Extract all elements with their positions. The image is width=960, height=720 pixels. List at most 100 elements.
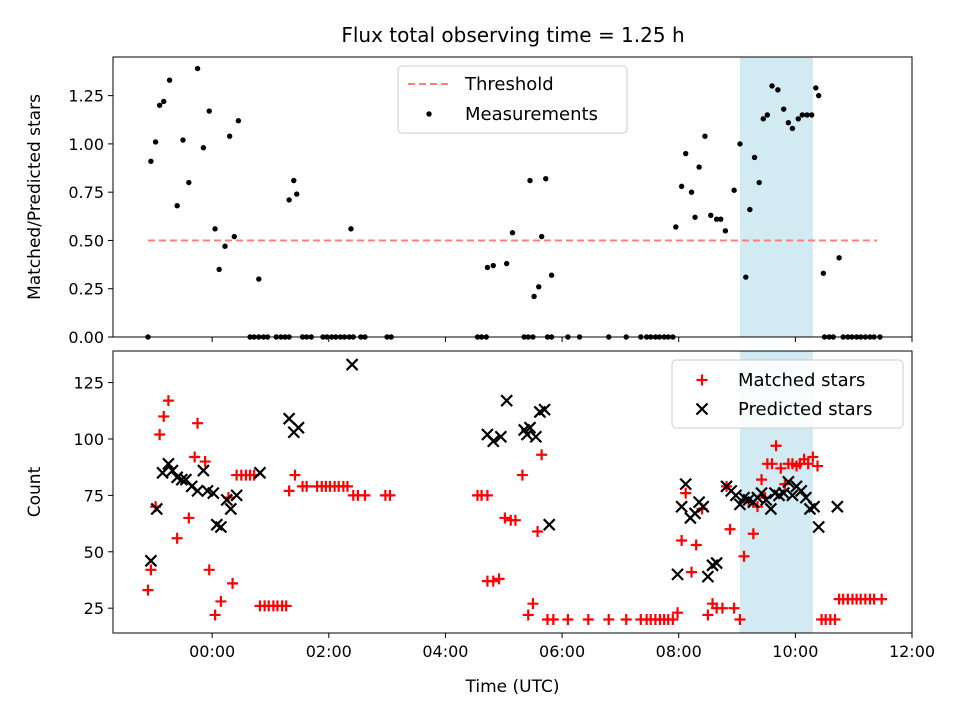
data-point-matched (738, 550, 750, 562)
data-point-matched (802, 458, 814, 470)
data-point-predicted (253, 466, 267, 480)
data-point-matched (192, 417, 204, 429)
data-point-measurement (747, 206, 753, 213)
data-point-predicted (733, 498, 747, 511)
data-point-measurement (696, 164, 702, 170)
data-point-measurement (166, 77, 173, 83)
data-point-predicted (500, 394, 513, 407)
data-point-matched (283, 485, 295, 497)
data-point-predicted (759, 493, 773, 507)
data-point-predicted (701, 570, 715, 583)
data-point-matched (676, 535, 688, 547)
data-point-matched (199, 456, 211, 468)
legend-box (671, 359, 904, 429)
legend-threshold-label: Threshold (464, 74, 554, 95)
data-point-predicted (812, 520, 825, 534)
data-point-measurement (820, 270, 827, 276)
data-point-predicted (520, 428, 534, 441)
legend-box (397, 65, 628, 134)
data-point-matched (203, 564, 215, 576)
data-point-predicted (220, 493, 234, 507)
y-tick-label: 0.25 (68, 280, 104, 299)
data-point-predicted (538, 403, 551, 416)
data-point-measurement (673, 224, 679, 230)
data-point-measurement (737, 141, 743, 147)
y-tick-label: 75 (84, 486, 104, 505)
data-point-matched (145, 564, 157, 576)
data-point-predicted (786, 489, 799, 502)
data-point-matched (154, 428, 166, 440)
data-point-matched (680, 487, 692, 499)
series-predicted-stars (144, 358, 844, 583)
y-tick-label: 50 (84, 543, 104, 562)
data-point-matched (690, 539, 702, 551)
data-point-matched (384, 489, 396, 501)
x-axis-label: Time (UTC) (465, 677, 560, 697)
data-point-measurement (692, 214, 698, 220)
data-point-measurement (813, 85, 819, 91)
data-point-measurement (490, 262, 496, 269)
data-point-predicted (764, 502, 778, 516)
data-point-predicted (156, 466, 169, 480)
data-point-matched (728, 602, 740, 614)
plot-frame (112, 56, 913, 338)
data-point-matched (562, 613, 574, 625)
data-point-matched (171, 532, 183, 544)
data-point-measurement (785, 119, 792, 126)
data-point-measurement (286, 197, 292, 203)
data-point-measurement (799, 112, 806, 118)
legend-predicted-label: Predicted stars (738, 399, 872, 420)
data-point-measurement (152, 139, 159, 145)
data-point-matched (289, 469, 301, 481)
data-point-measurement (536, 284, 542, 290)
data-point-matched (280, 600, 292, 612)
data-point-matched (829, 613, 841, 625)
data-point-measurement (226, 133, 233, 139)
data-point-predicted (486, 434, 500, 448)
data-point-matched (162, 395, 174, 407)
data-point-matched (215, 595, 227, 607)
data-point-predicted (150, 502, 164, 516)
legend-predicted-swatch (695, 402, 709, 416)
bottom-panel: 25 50 75 100 125 00:00 02:00 04:00 06:00 08:00 10:… (25, 350, 935, 697)
data-point-predicted (230, 489, 243, 502)
data-point-matched (209, 609, 221, 621)
data-point-measurement (256, 276, 262, 282)
data-point-measurement (538, 233, 545, 240)
data-point-predicted (671, 568, 684, 581)
highlight-span (739, 57, 813, 337)
data-point-measurement (808, 112, 815, 118)
y-axis-label: Matched/Predicted stars (25, 94, 45, 300)
data-point-matched (301, 480, 313, 492)
data-point-measurement (760, 116, 766, 122)
data-point-matched (686, 566, 698, 578)
data-point-measurement (543, 175, 549, 182)
data-point-predicted (777, 486, 790, 500)
data-point-measurement (702, 133, 708, 139)
data-point-measurement (527, 177, 533, 184)
data-point-matched (359, 489, 371, 501)
data-point-matched (724, 523, 736, 535)
data-point-predicted (207, 486, 220, 500)
data-point-matched (493, 573, 505, 585)
data-point-measurement (722, 228, 729, 234)
data-point-matched (158, 410, 170, 422)
data-point-measurement (756, 179, 762, 186)
data-point-matched (716, 602, 728, 614)
legend-measurements-swatch (426, 111, 432, 117)
data-point-matched (481, 489, 493, 501)
data-point-predicted (144, 554, 158, 568)
data-point-predicted (197, 464, 210, 477)
data-point-measurement (206, 108, 212, 114)
data-point-measurement (678, 183, 685, 190)
x-tick-label: 02:00 (306, 642, 352, 661)
data-point-measurement (348, 226, 354, 232)
data-point-measurement (713, 216, 720, 222)
data-point-matched (766, 458, 778, 470)
data-point-matched (770, 440, 782, 452)
chart-title: Flux total observing time = 1.25 h (341, 23, 684, 47)
data-point-matched (547, 613, 559, 625)
data-point-measurement (769, 83, 775, 89)
legend-bottom: Matched stars Predicted stars (671, 359, 904, 429)
data-point-measurement (836, 255, 842, 261)
